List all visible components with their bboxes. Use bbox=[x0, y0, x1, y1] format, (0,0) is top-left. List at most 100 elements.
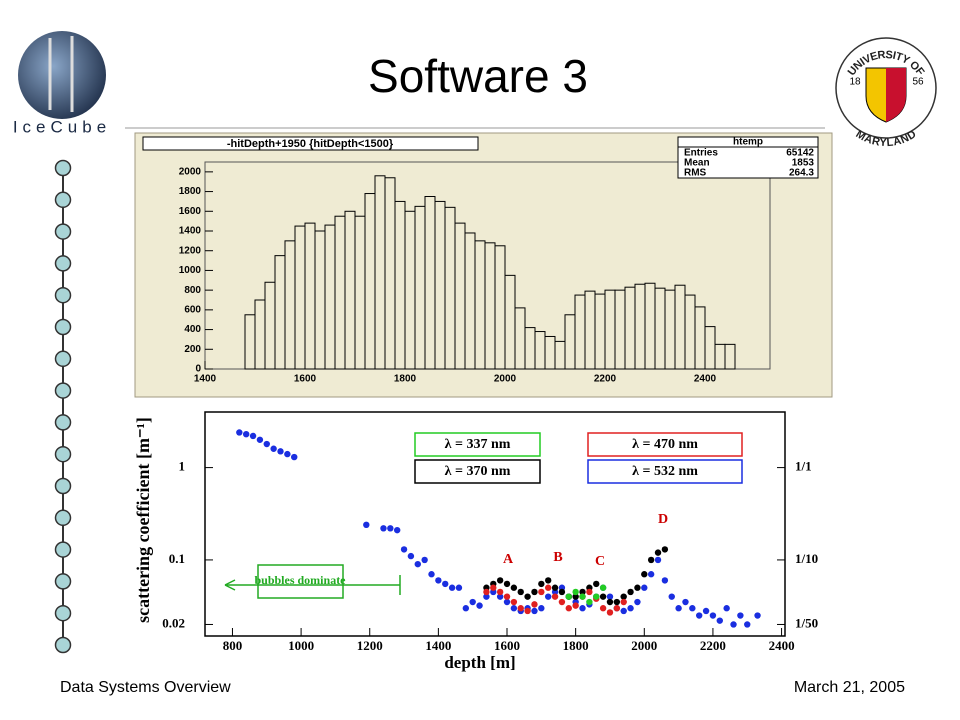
point bbox=[723, 605, 730, 612]
point bbox=[544, 577, 552, 584]
footer-right: March 21, 2005 bbox=[794, 679, 905, 696]
x-tick-label: 1200 bbox=[357, 638, 383, 653]
point bbox=[496, 577, 504, 584]
point bbox=[696, 612, 703, 619]
logo-year: 18 bbox=[849, 77, 861, 88]
point bbox=[606, 609, 614, 616]
x-tick-label: 1600 bbox=[294, 374, 317, 385]
stats-value: 65142 bbox=[786, 148, 814, 159]
point bbox=[641, 571, 648, 578]
string-bead bbox=[54, 509, 72, 527]
y-tick-label: 200 bbox=[184, 344, 201, 355]
point bbox=[579, 605, 586, 612]
string-bead bbox=[54, 414, 72, 431]
logo-text: IceCube bbox=[13, 117, 111, 136]
y-tick-label: 600 bbox=[184, 304, 201, 315]
x-tick-label: 1000 bbox=[288, 638, 314, 653]
point bbox=[249, 432, 257, 440]
x-tick-label: 1400 bbox=[194, 374, 217, 385]
point bbox=[661, 546, 669, 553]
point bbox=[730, 621, 737, 628]
y2-tick-label: 1/10 bbox=[795, 551, 818, 566]
point bbox=[236, 429, 243, 436]
shield-part bbox=[886, 68, 906, 122]
logo-globe bbox=[18, 31, 106, 119]
stats-label: RMS bbox=[684, 168, 707, 179]
annotation-box bbox=[257, 564, 344, 599]
title-box bbox=[142, 136, 479, 151]
point bbox=[620, 598, 627, 606]
point bbox=[702, 607, 710, 615]
slide-title: Software 3 bbox=[368, 50, 588, 102]
stats-label: Mean bbox=[684, 158, 710, 169]
point bbox=[599, 605, 607, 612]
x-tick-label: 2000 bbox=[631, 638, 657, 653]
point bbox=[627, 605, 634, 612]
x-tick-label: 2200 bbox=[594, 374, 617, 385]
point bbox=[599, 584, 607, 591]
string-bead bbox=[54, 318, 72, 336]
point bbox=[558, 598, 566, 606]
point bbox=[620, 593, 627, 600]
x-tick-label: 2200 bbox=[700, 638, 726, 653]
annotation: bubbles dominate bbox=[254, 573, 346, 587]
y-tick-label: 1 bbox=[179, 459, 186, 474]
point bbox=[380, 525, 387, 532]
x-axis-label: depth [m] bbox=[444, 653, 515, 672]
x-tick-label: 1800 bbox=[394, 374, 417, 385]
point bbox=[744, 621, 751, 628]
point bbox=[565, 593, 572, 600]
umd-logo: UNIVERSITY OF MARYLAND 18 56 bbox=[835, 37, 937, 149]
point bbox=[407, 552, 415, 560]
point bbox=[284, 450, 291, 458]
y-tick-label: 0 bbox=[195, 364, 201, 375]
point bbox=[593, 593, 600, 600]
point bbox=[476, 602, 483, 609]
legend-box bbox=[587, 459, 743, 484]
point bbox=[510, 598, 518, 606]
point bbox=[490, 584, 497, 591]
point bbox=[565, 605, 572, 612]
string-bead bbox=[54, 541, 72, 558]
string-bead bbox=[54, 636, 72, 654]
point bbox=[634, 598, 641, 606]
annotation: D bbox=[658, 512, 668, 527]
point bbox=[496, 593, 504, 600]
point bbox=[455, 584, 463, 591]
point bbox=[256, 436, 264, 443]
point bbox=[613, 605, 621, 612]
point bbox=[654, 556, 662, 564]
point bbox=[551, 593, 559, 600]
legend-label: λ = 337 nm bbox=[445, 437, 511, 452]
point bbox=[242, 430, 250, 438]
point bbox=[558, 588, 566, 596]
string-bead bbox=[54, 255, 72, 272]
point bbox=[263, 440, 270, 448]
point bbox=[613, 598, 621, 606]
point bbox=[503, 598, 511, 606]
point bbox=[510, 605, 518, 612]
y-tick-label: 0.1 bbox=[169, 551, 185, 566]
point bbox=[531, 607, 538, 615]
point bbox=[709, 612, 717, 619]
legend-label: λ = 532 nm bbox=[632, 464, 698, 479]
point bbox=[647, 556, 655, 564]
point bbox=[421, 556, 428, 564]
point bbox=[483, 593, 490, 600]
string-bead bbox=[54, 477, 72, 495]
point bbox=[754, 612, 761, 619]
stats-value: 1853 bbox=[792, 158, 815, 169]
point bbox=[675, 605, 682, 612]
point bbox=[586, 598, 593, 606]
point bbox=[716, 617, 723, 624]
string-decoration bbox=[54, 159, 72, 654]
point bbox=[469, 598, 476, 606]
point bbox=[627, 588, 634, 596]
point bbox=[538, 605, 545, 612]
point bbox=[517, 588, 524, 596]
arrow-head bbox=[224, 579, 236, 591]
x-tick-label: 2400 bbox=[769, 638, 795, 653]
point bbox=[579, 588, 586, 596]
point bbox=[393, 526, 401, 534]
